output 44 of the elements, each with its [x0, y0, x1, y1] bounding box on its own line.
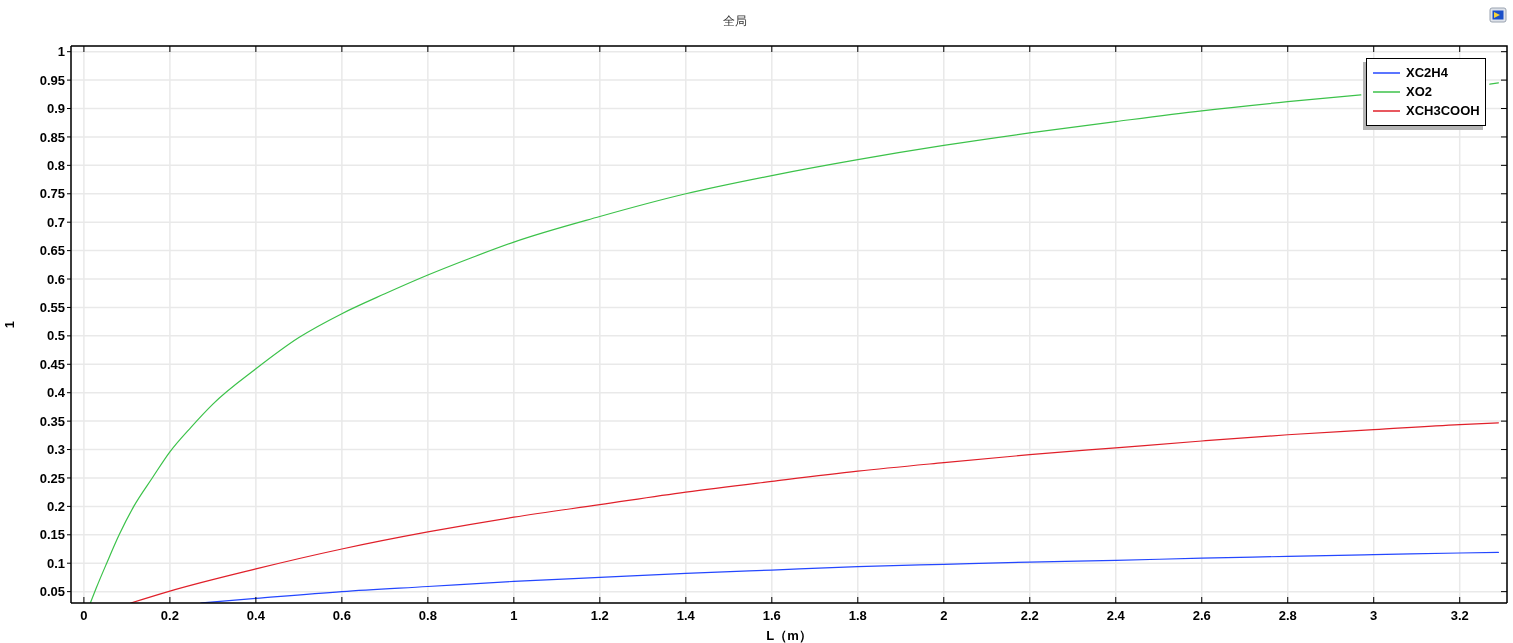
x-tick-label: 1.4	[676, 608, 696, 624]
y-tick-label: 0.25	[39, 470, 65, 486]
y-tick-label: 0.75	[39, 186, 65, 202]
x-tick-label: 2.2	[1020, 608, 1039, 624]
y-tick-label: 0.55	[39, 300, 65, 316]
x-tick-label: 1.8	[848, 608, 867, 624]
x-tick-label: 0	[80, 608, 88, 624]
line-series	[130, 422, 1499, 603]
x-tick-label: 2.6	[1192, 608, 1211, 624]
x-tick-label: 1.6	[762, 608, 781, 624]
y-tick-label: 1	[57, 44, 65, 60]
y-tick-label: 0.9	[46, 101, 65, 117]
y-tick-label: 0.2	[46, 498, 65, 514]
y-tick-label: 0.05	[39, 584, 65, 600]
x-tick-label: 0.2	[160, 608, 179, 624]
legend-label: XCH3COOH	[1406, 103, 1480, 118]
y-tick-label: 0.15	[39, 527, 65, 543]
y-tick-label: 0.8	[46, 157, 65, 173]
y-tick-label: 0.45	[39, 356, 65, 372]
x-tick-label: 2.4	[1106, 608, 1126, 624]
y-tick-label: 0.7	[46, 214, 65, 230]
y-tick-label: 0.4	[46, 385, 66, 401]
chart-title: 全局	[722, 13, 748, 30]
x-tick-label: 1.2	[590, 608, 609, 624]
series-label: XO2	[1406, 84, 1433, 99]
y-tick-label: 0.3	[46, 442, 65, 458]
x-tick-label: 3.2	[1450, 608, 1469, 624]
x-tick-label: 2.8	[1278, 608, 1297, 624]
y-tick-label: 0.85	[39, 129, 65, 145]
y-tick-label: 0.6	[46, 271, 65, 287]
x-tick-label: 0.4	[246, 608, 266, 624]
x-axis-title: L（m）	[766, 628, 812, 643]
y-tick-label: 0.1	[46, 555, 65, 571]
x-tick-label: 2	[940, 608, 948, 624]
legend-label: XC2H4	[1406, 65, 1448, 80]
y-tick-label: 0.95	[39, 72, 65, 88]
x-tick-label: 3	[1370, 608, 1378, 624]
x-tick-label: 1	[510, 608, 518, 624]
y-tick-label: 0.5	[46, 328, 65, 344]
y-axis-title: 1	[1, 320, 17, 329]
x-tick-label: 0.8	[418, 608, 437, 624]
x-tick-label: 0.6	[332, 608, 351, 624]
y-tick-label: 0.35	[39, 413, 65, 429]
y-tick-label: 0.65	[39, 243, 65, 259]
